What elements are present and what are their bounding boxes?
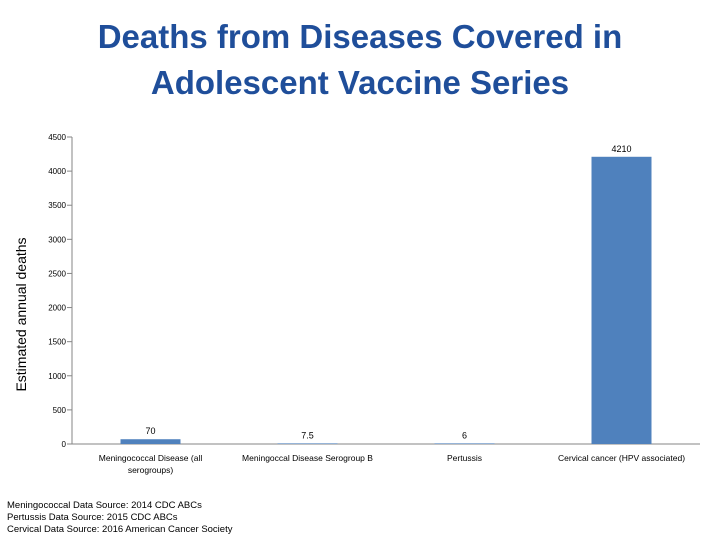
y-tick-label: 500 (53, 406, 67, 415)
y-tick-label: 2500 (48, 269, 66, 278)
source-line-pertussis: Pertussis Data Source: 2015 CDC ABCs (7, 512, 178, 523)
y-tick-label: 1000 (48, 372, 66, 381)
y-tick-label: 0 (62, 440, 67, 449)
y-tick-label: 1500 (48, 338, 66, 347)
y-tick-label: 2000 (48, 304, 66, 313)
category-label-0: serogroups) (128, 465, 174, 475)
data-label-0: 70 (145, 426, 155, 436)
data-label-2: 6 (462, 430, 467, 440)
source-line-meningococcal: Meningococcal Data Source: 2014 CDC ABCs (7, 500, 202, 511)
data-label-3: 4210 (611, 144, 631, 154)
y-tick-label: 4000 (48, 167, 66, 176)
bar-3 (591, 156, 652, 445)
category-label-1: Meningoccal Disease Serogroup B (242, 453, 373, 463)
y-tick-label: 3000 (48, 235, 66, 244)
title-line-2: Adolescent Vaccine Series (150, 64, 570, 101)
y-tick-label: 3500 (48, 201, 66, 210)
title-line-1: Deaths from Diseases Covered in (97, 18, 623, 55)
y-tick-label: 4500 (48, 133, 66, 142)
bar-2 (434, 443, 495, 444)
category-label-0: Meningococcal Disease (all (99, 453, 203, 463)
source-line-cervical: Cervical Data Source: 2016 American Canc… (7, 524, 233, 535)
data-sources: Meningococcal Data Source: 2014 CDC ABCs… (7, 500, 232, 536)
category-label-3: Cervical cancer (HPV associated) (558, 453, 685, 463)
category-label-2: Pertussis (447, 453, 482, 463)
bar-0 (120, 439, 181, 444)
data-label-1: 7.5 (301, 430, 314, 440)
chart-title: Deaths from Diseases Covered in Adolesce… (60, 14, 660, 106)
y-axis-title: Estimated annual deaths (13, 237, 29, 391)
bar-1 (277, 443, 338, 444)
